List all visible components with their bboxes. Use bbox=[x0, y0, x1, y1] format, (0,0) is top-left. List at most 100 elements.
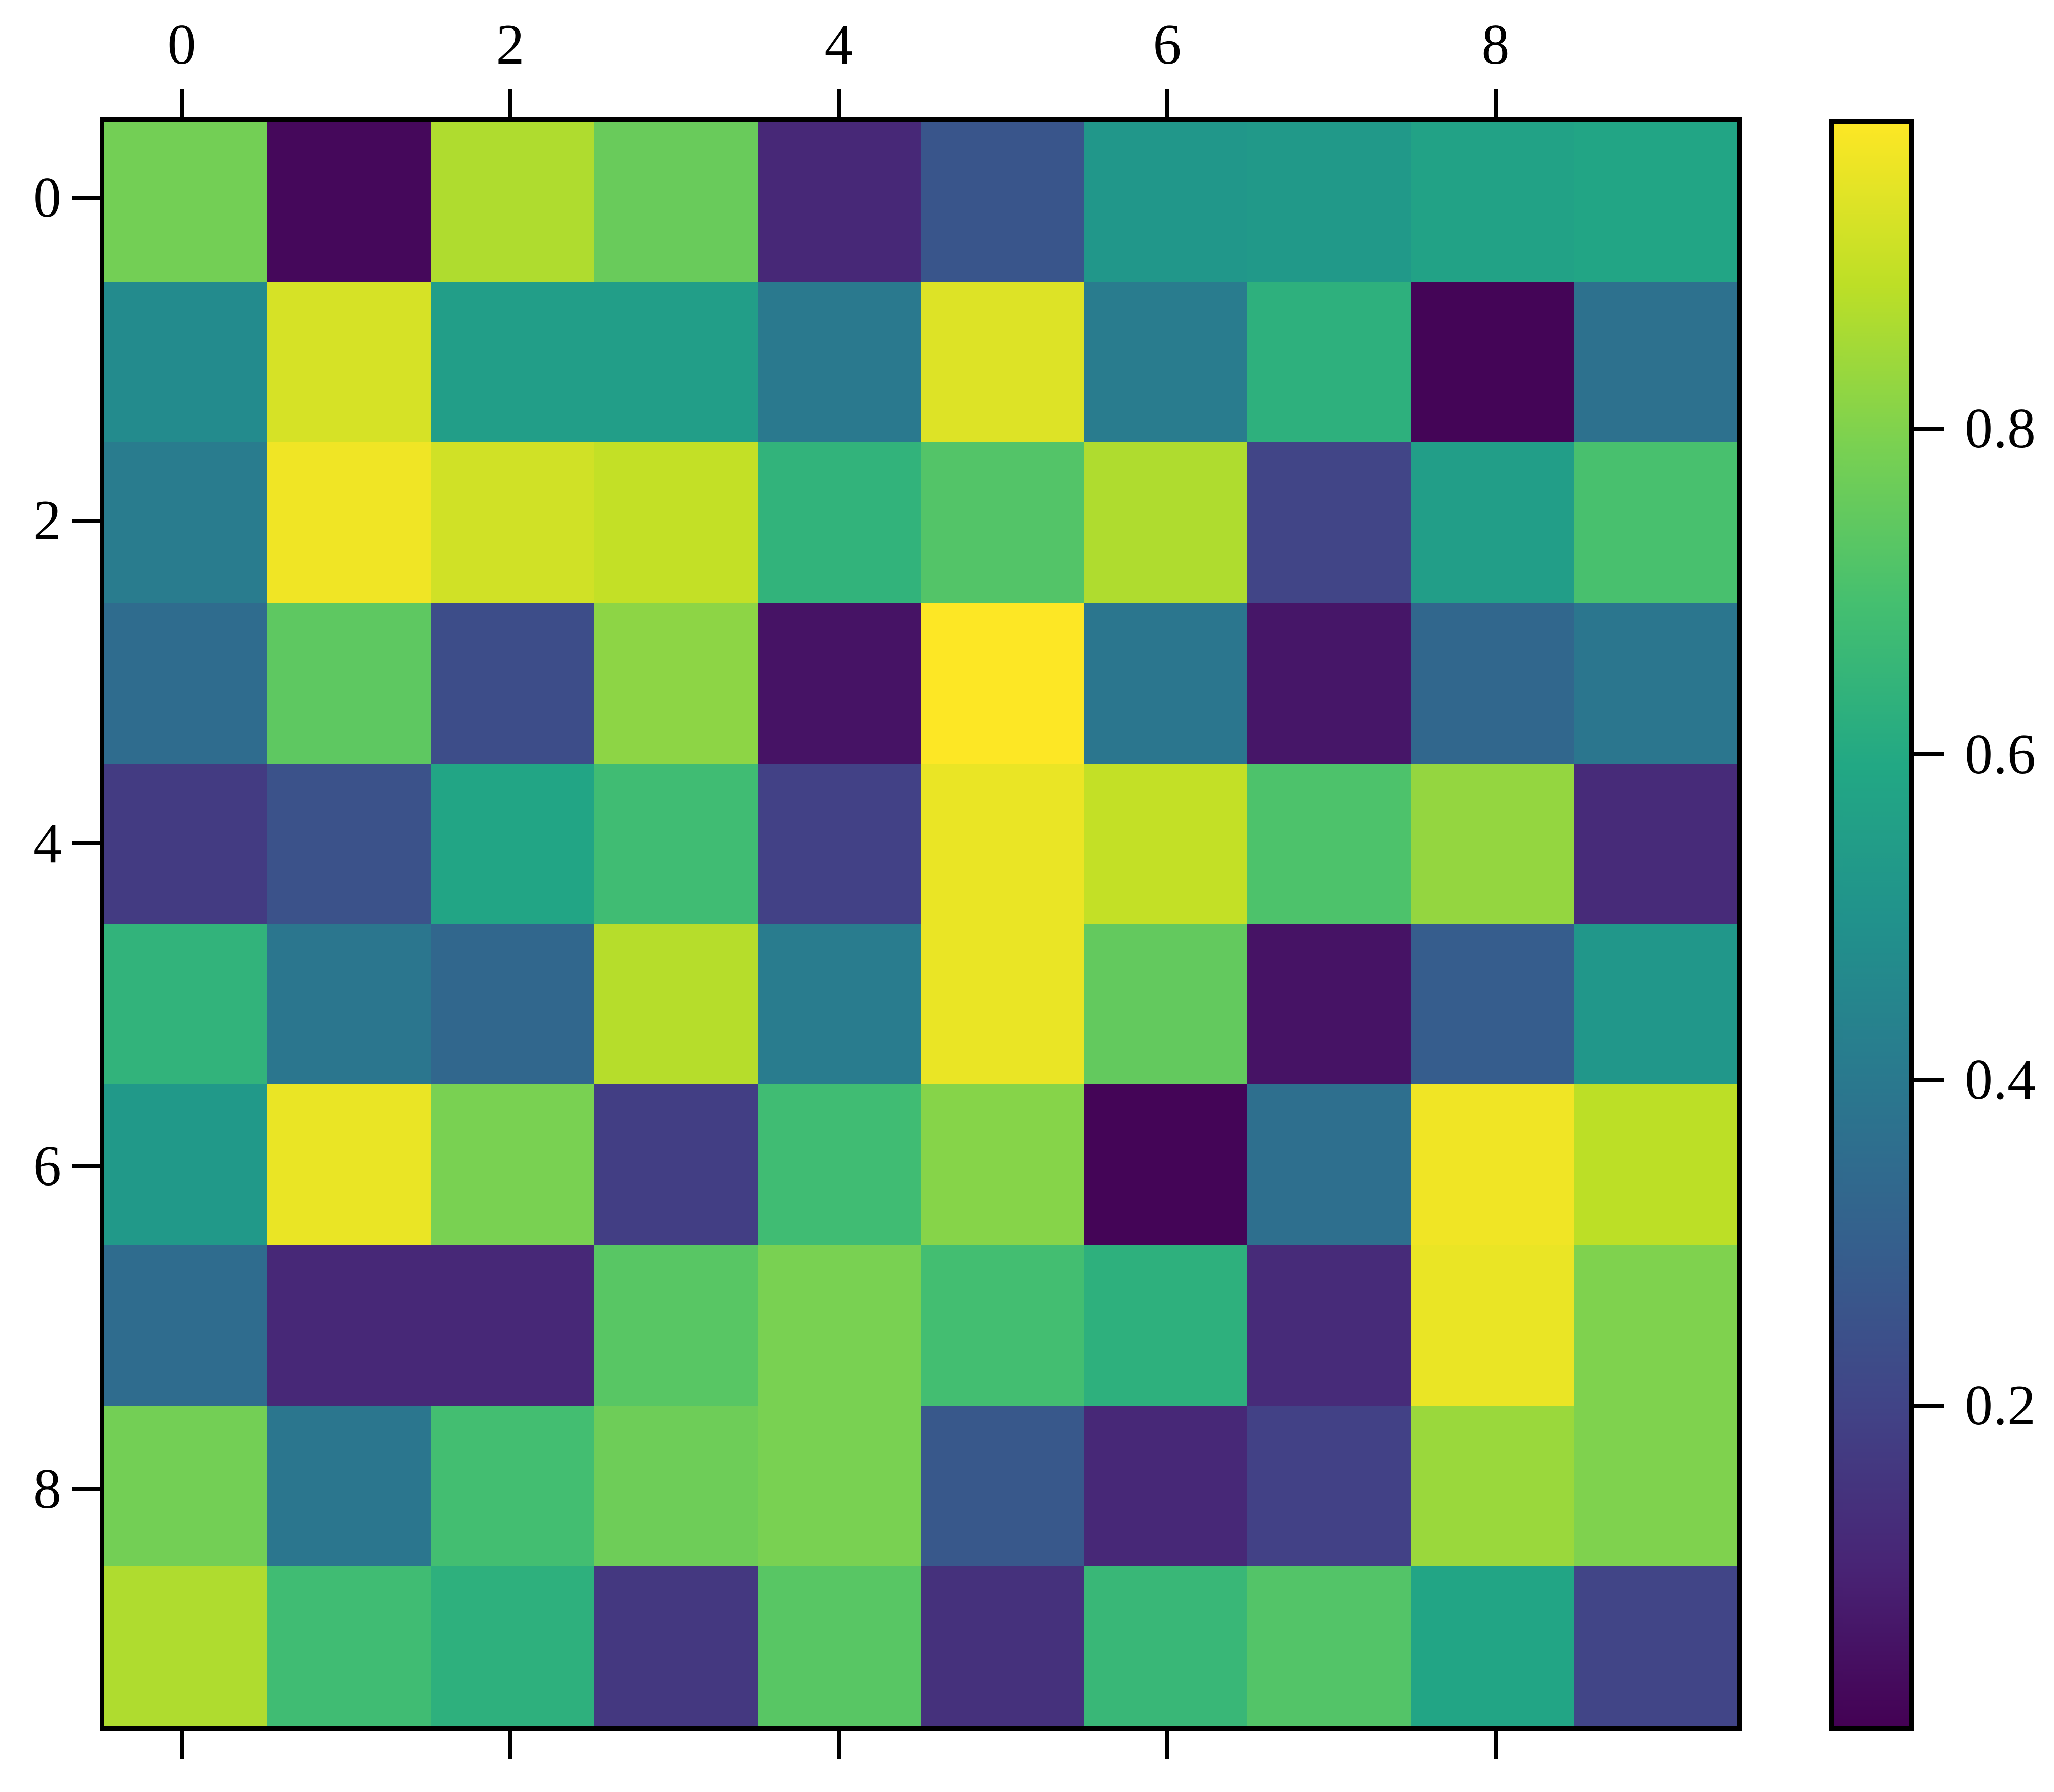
heatmap-cell bbox=[1574, 442, 1737, 603]
x-axis-bottom-tick bbox=[508, 1731, 512, 1759]
heatmap-cell bbox=[757, 1084, 921, 1245]
heatmap-cell bbox=[104, 282, 268, 443]
x-axis-bottom-tick bbox=[1493, 1731, 1498, 1759]
heatmap-cell bbox=[431, 924, 594, 1085]
heatmap-cell bbox=[431, 603, 594, 764]
y-axis-tick bbox=[72, 1486, 100, 1491]
heatmap-cell bbox=[757, 442, 921, 603]
heatmap-cell bbox=[594, 1084, 758, 1245]
heatmap-cell bbox=[1410, 1566, 1574, 1726]
colorbar-tick bbox=[1914, 427, 1944, 431]
x-axis-tick-label: 4 bbox=[824, 13, 853, 76]
x-axis-bottom-tick bbox=[1165, 1731, 1169, 1759]
heatmap-cell bbox=[267, 122, 431, 282]
heatmap-cell bbox=[1247, 122, 1411, 282]
heatmap-cell bbox=[1410, 1084, 1574, 1245]
heatmap-cell bbox=[1410, 924, 1574, 1085]
heatmap-cell bbox=[1410, 442, 1574, 603]
x-axis-tick-label: 2 bbox=[496, 13, 525, 76]
heatmap-cell bbox=[1410, 763, 1574, 924]
heatmap-cell bbox=[921, 1405, 1084, 1566]
heatmap-cell bbox=[431, 1405, 594, 1566]
heatmap-cell bbox=[1247, 1566, 1411, 1726]
heatmap-cell bbox=[1247, 1405, 1411, 1566]
heatmap-cell bbox=[1574, 1566, 1737, 1726]
heatmap-cell bbox=[594, 282, 758, 443]
heatmap-cell bbox=[1247, 442, 1411, 603]
colorbar-tick-label: 0.4 bbox=[1965, 1048, 2036, 1112]
heatmap-cell bbox=[104, 763, 268, 924]
heatmap-cell bbox=[1574, 1244, 1737, 1406]
heatmap-cell bbox=[267, 1566, 431, 1726]
heatmap-cell bbox=[594, 1566, 758, 1726]
y-axis-tick-label: 8 bbox=[33, 1457, 62, 1521]
y-axis-tick bbox=[72, 518, 100, 523]
heatmap-cell bbox=[921, 122, 1084, 282]
heatmap-cell bbox=[267, 282, 431, 443]
heatmap-cell bbox=[1084, 603, 1248, 764]
heatmap-cell bbox=[431, 122, 594, 282]
heatmap-cell bbox=[594, 122, 758, 282]
x-axis-tick-label: 6 bbox=[1153, 13, 1182, 76]
heatmap-cell bbox=[1247, 1244, 1411, 1406]
y-axis-tick bbox=[72, 195, 100, 200]
heatmap-cell bbox=[1084, 763, 1248, 924]
heatmap-cell bbox=[1410, 603, 1574, 764]
heatmap-cell bbox=[1410, 122, 1574, 282]
x-axis-tick bbox=[836, 89, 841, 117]
heatmap-cell bbox=[757, 122, 921, 282]
colorbar-tick-label: 0.6 bbox=[1965, 722, 2036, 786]
heatmap-cell bbox=[431, 763, 594, 924]
heatmap-cell bbox=[104, 1566, 268, 1726]
heatmap-cell bbox=[1247, 282, 1411, 443]
heatmap-cell bbox=[104, 1405, 268, 1566]
heatmap-cell bbox=[921, 282, 1084, 443]
heatmap-cell bbox=[1084, 1084, 1248, 1245]
heatmap-cell bbox=[594, 442, 758, 603]
heatmap-cell bbox=[594, 603, 758, 764]
heatmap-cell bbox=[1574, 1405, 1737, 1566]
heatmap-cell bbox=[1410, 1244, 1574, 1406]
colorbar-tick bbox=[1914, 1403, 1944, 1408]
heatmap-cell bbox=[431, 442, 594, 603]
x-axis-tick bbox=[1493, 89, 1498, 117]
heatmap-cell bbox=[431, 1566, 594, 1726]
heatmap-cell bbox=[1574, 122, 1737, 282]
y-axis-tick-label: 2 bbox=[33, 489, 62, 552]
heatmap-cell bbox=[757, 1566, 921, 1726]
heatmap-cell bbox=[921, 442, 1084, 603]
heatmap-cell bbox=[594, 763, 758, 924]
x-axis-tick bbox=[1165, 89, 1169, 117]
y-axis-tick-label: 4 bbox=[33, 811, 62, 875]
heatmap-cell bbox=[1247, 603, 1411, 764]
colorbar-tick-label: 0.2 bbox=[1965, 1374, 2036, 1437]
heatmap-cell bbox=[1084, 1566, 1248, 1726]
heatmap-cell bbox=[921, 1084, 1084, 1245]
heatmap-cell bbox=[431, 1244, 594, 1406]
heatmap-cell bbox=[104, 1084, 268, 1245]
heatmap-cell bbox=[1574, 763, 1737, 924]
heatmap-plot bbox=[100, 117, 1742, 1731]
heatmap-cell bbox=[1410, 1405, 1574, 1566]
heatmap-cell bbox=[1574, 603, 1737, 764]
heatmap-cell bbox=[267, 924, 431, 1085]
heatmap-cell bbox=[921, 763, 1084, 924]
heatmap-cell bbox=[921, 924, 1084, 1085]
y-axis-tick bbox=[72, 1164, 100, 1168]
colorbar-gradient bbox=[1834, 124, 1909, 1726]
heatmap-cell bbox=[431, 282, 594, 443]
colorbar bbox=[1829, 119, 1914, 1731]
heatmap-grid bbox=[104, 122, 1737, 1726]
heatmap-cell bbox=[757, 282, 921, 443]
heatmap-cell bbox=[1084, 1405, 1248, 1566]
heatmap-cell bbox=[104, 603, 268, 764]
heatmap-cell bbox=[1247, 924, 1411, 1085]
heatmap-cell bbox=[1247, 1084, 1411, 1245]
heatmap-cell bbox=[267, 1405, 431, 1566]
heatmap-cell bbox=[1084, 1244, 1248, 1406]
colorbar-tick-label: 0.8 bbox=[1965, 397, 2036, 461]
heatmap-cell bbox=[921, 1566, 1084, 1726]
heatmap-cell bbox=[594, 1244, 758, 1406]
heatmap-cell bbox=[267, 763, 431, 924]
